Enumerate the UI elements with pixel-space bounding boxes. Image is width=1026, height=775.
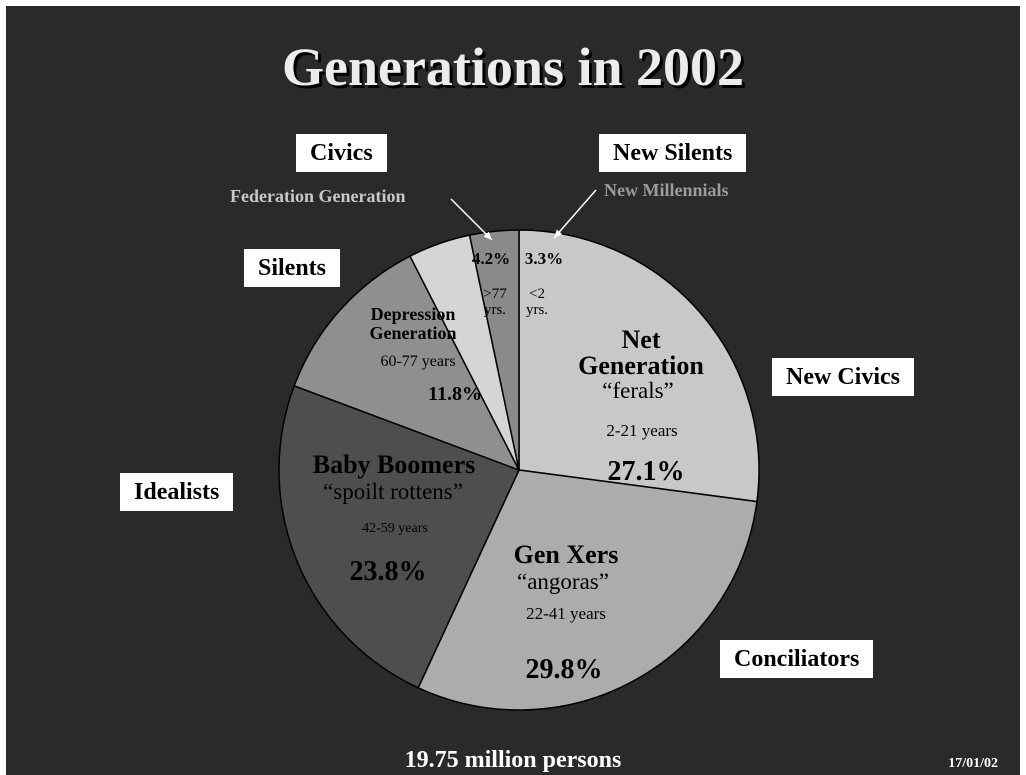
slide: Generations in 2002 Net Generation “ferals…	[6, 6, 1020, 775]
millennials-pointer-arrow	[553, 189, 597, 239]
slice-value-label: 11.8%	[428, 383, 482, 405]
new-millennials-label: New Millennials	[604, 180, 729, 200]
conciliators-label: Conciliators	[720, 640, 874, 678]
new-silents-label: New Silents	[599, 134, 747, 172]
pie-slice	[278, 384, 521, 689]
pie-slice	[468, 229, 520, 471]
slice-ages-label: >77 yrs.	[483, 286, 507, 318]
slice-name-label: Depression Generation	[370, 304, 457, 343]
slice-ages-label: 60-77 years	[380, 353, 455, 370]
slice-name-label: Net Generation	[578, 325, 704, 380]
slide-date: 17/01/02	[948, 756, 998, 771]
slice-nickname-label: “ferals”	[602, 378, 674, 403]
silents-label: Silents	[244, 249, 341, 287]
slice-name-label: Baby Boomers	[313, 450, 476, 479]
millennials-pointer-arrow-head	[554, 229, 563, 238]
slice-ages-label: 22-41 years	[526, 604, 606, 623]
federation-pointer-arrow	[450, 198, 493, 241]
slice-value-label: 3.3%	[525, 249, 563, 268]
pie-slice	[293, 255, 521, 472]
slice-value-label: 27.1%	[608, 456, 685, 487]
slice-value-label: 4.2%	[472, 249, 510, 268]
slice-ages-label: 42-59 years	[362, 521, 428, 536]
slice-nickname-label: “spoilt rottens”	[323, 479, 463, 504]
slice-value-label: 23.8%	[350, 556, 427, 587]
footer-total: 19.75 million persons	[404, 747, 622, 773]
slice-ages-label: 2-21 years	[606, 421, 677, 440]
slice-name-label: Gen Xers	[514, 540, 619, 569]
new-civics-label: New Civics	[772, 358, 914, 396]
slice-ages-label: <2 yrs.	[526, 286, 548, 318]
federation-generation-label: Federation Generation	[230, 186, 406, 206]
slice-nickname-label: “angoras”	[517, 569, 609, 594]
slice-value-label: 29.8%	[526, 654, 603, 685]
civics-label: Civics	[296, 134, 387, 172]
federation-pointer-arrow-head	[483, 231, 492, 240]
pie-slice	[417, 469, 758, 711]
pie-slice	[518, 229, 760, 503]
pie-chart: Net Generation“ferals” 2-21 years 27.1% Gen …	[278, 189, 760, 711]
page-title: Generations in 2002	[281, 37, 744, 97]
idealists-label: Idealists	[120, 473, 234, 511]
